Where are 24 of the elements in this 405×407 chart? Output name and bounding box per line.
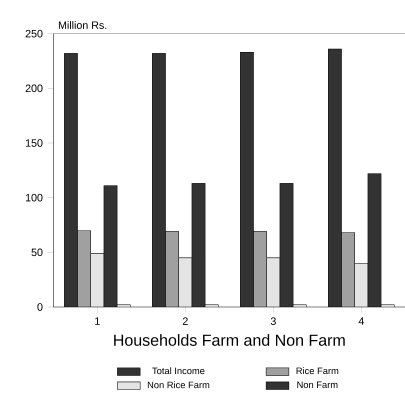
x-tick-label: 4 (358, 317, 364, 325)
x-tick-label: 1 (95, 317, 100, 325)
bar (354, 262, 368, 307)
y-tick-label: 50 (31, 248, 43, 256)
legend-label: Total Income (152, 367, 204, 374)
y-tick-label: 0 (37, 303, 43, 311)
bar (152, 53, 166, 307)
y-axis-title: Million Rs. (58, 21, 106, 29)
x-tick-label: 3 (270, 317, 276, 325)
x-tick-label: 2 (182, 317, 188, 325)
x-axis-title: Households Farm and Non Farm (114, 334, 345, 346)
bar (178, 258, 192, 307)
bar (64, 53, 78, 307)
y-tick-label: 250 (26, 30, 43, 38)
legend-label: Rice Farm (296, 367, 338, 374)
legend-label: Non Farm (297, 382, 338, 388)
y-tick-label: 200 (26, 84, 43, 92)
bar (240, 52, 254, 307)
legend-label: Non Rice Farm (148, 381, 210, 388)
y-tick-label: 100 (26, 194, 43, 202)
bar (90, 253, 104, 307)
y-tick-label: 150 (26, 139, 43, 147)
bar (266, 258, 280, 307)
bar (328, 48, 342, 307)
